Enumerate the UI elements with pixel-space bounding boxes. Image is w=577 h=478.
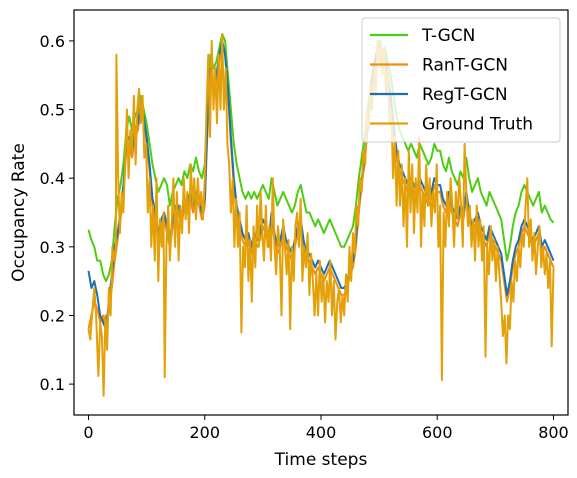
y-axis-title: Occupancy Rate (9, 143, 29, 282)
y-tick-label: 0.1 (40, 375, 65, 394)
y-tick-label: 0.3 (40, 238, 65, 257)
legend-label: RanT-GCN (422, 56, 508, 76)
y-tick-label: 0.2 (40, 306, 65, 325)
y-tick-label: 0.5 (40, 101, 65, 120)
x-tick-label: 600 (422, 423, 453, 442)
y-tick-label: 0.4 (40, 169, 65, 188)
x-tick-label: 400 (306, 423, 337, 442)
x-tick-label: 200 (189, 423, 220, 442)
y-axis-ticks: 0.1 0.2 0.3 0.4 0.5 0.6 (40, 32, 74, 394)
x-axis-title: Time steps (274, 450, 368, 470)
series-line-t-gcn (87, 33, 555, 283)
legend: T-GCN RanT-GCN RegT-GCN Ground Truth (361, 17, 561, 143)
series-line-ground-truth (87, 33, 555, 397)
series-layer (87, 33, 555, 397)
legend-label: RegT-GCN (422, 85, 508, 105)
x-tick-label: 800 (538, 423, 569, 442)
legend-box (361, 17, 561, 143)
x-tick-label: 0 (83, 423, 93, 442)
x-axis-ticks: 0 200 400 600 800 (83, 415, 569, 442)
y-tick-label: 0.6 (40, 32, 65, 51)
legend-label: T-GCN (421, 26, 475, 46)
legend-label: Ground Truth (422, 115, 533, 135)
